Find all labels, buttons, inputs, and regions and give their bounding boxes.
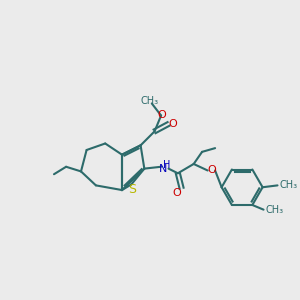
Text: CH₃: CH₃ (279, 180, 298, 190)
Text: H: H (163, 160, 170, 170)
Text: O: O (158, 110, 166, 120)
Text: CH₃: CH₃ (266, 205, 284, 214)
Text: O: O (172, 188, 181, 198)
Text: S: S (128, 183, 136, 196)
Text: O: O (168, 119, 177, 129)
Text: O: O (207, 166, 216, 176)
Text: CH₃: CH₃ (141, 96, 159, 106)
Text: N: N (159, 164, 167, 174)
